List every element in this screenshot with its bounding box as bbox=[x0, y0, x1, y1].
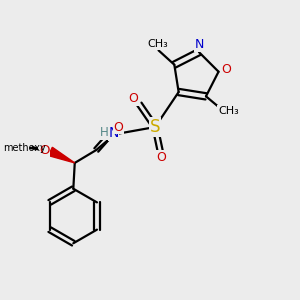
Text: N: N bbox=[194, 38, 204, 52]
Text: CH₃: CH₃ bbox=[148, 39, 168, 49]
Text: O: O bbox=[129, 92, 139, 105]
Text: S: S bbox=[150, 118, 160, 136]
Text: H: H bbox=[100, 126, 108, 139]
Text: N: N bbox=[108, 126, 119, 140]
Polygon shape bbox=[48, 147, 75, 163]
Text: CH₃: CH₃ bbox=[218, 106, 239, 116]
Text: O: O bbox=[222, 63, 232, 76]
Text: methoxy: methoxy bbox=[3, 143, 46, 153]
Text: O: O bbox=[113, 121, 123, 134]
Text: O: O bbox=[39, 144, 49, 157]
Text: O: O bbox=[156, 151, 166, 164]
